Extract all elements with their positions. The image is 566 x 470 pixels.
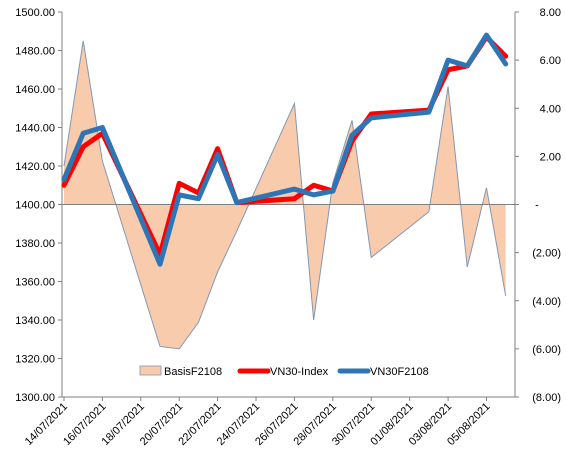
y-right-tick-label: 6.00 <box>540 55 561 67</box>
legend: BasisF2108 VN30-Index VN30F2108 <box>140 366 429 378</box>
y-left-tick-label: 1300.00 <box>15 392 55 404</box>
y-right-tick-label: 4.00 <box>540 103 561 115</box>
y-right-tick-label: - <box>535 200 539 212</box>
y-left-tick-label: 1380.00 <box>15 238 55 250</box>
axes-layer: 1300.00 1320.00 1340.00 1360.00 1380.00 1400.… <box>15 7 561 448</box>
y-left-tick-label: 1460.00 <box>15 84 55 96</box>
y-left-tick-label: 1500.00 <box>15 7 55 19</box>
legend-label: VN30-Index <box>270 366 329 378</box>
y-left-tick-label: 1400.00 <box>15 200 55 212</box>
y-left-tick-label: 1340.00 <box>15 315 55 327</box>
legend-label: VN30F2108 <box>370 366 429 378</box>
legend-swatch-area <box>140 366 161 375</box>
y-left-tick-label: 1320.00 <box>15 354 55 366</box>
y-right-tick-label: 2.00 <box>540 151 561 163</box>
y-right-tick-label: 8.00 <box>540 7 561 19</box>
legend-label: BasisF2108 <box>164 366 222 378</box>
y-right-tick-label: (8.00) <box>532 392 561 404</box>
y-left-tick-label: 1440.00 <box>15 123 55 135</box>
y-right-tick-label: (6.00) <box>532 344 561 356</box>
y-left-tick-label: 1480.00 <box>15 46 55 58</box>
y-right-tick-label: (4.00) <box>532 296 561 308</box>
y-left-tick-label: 1360.00 <box>15 277 55 289</box>
y-right-tick-label: (2.00) <box>532 248 561 260</box>
y-left-tick-label: 1420.00 <box>15 161 55 173</box>
